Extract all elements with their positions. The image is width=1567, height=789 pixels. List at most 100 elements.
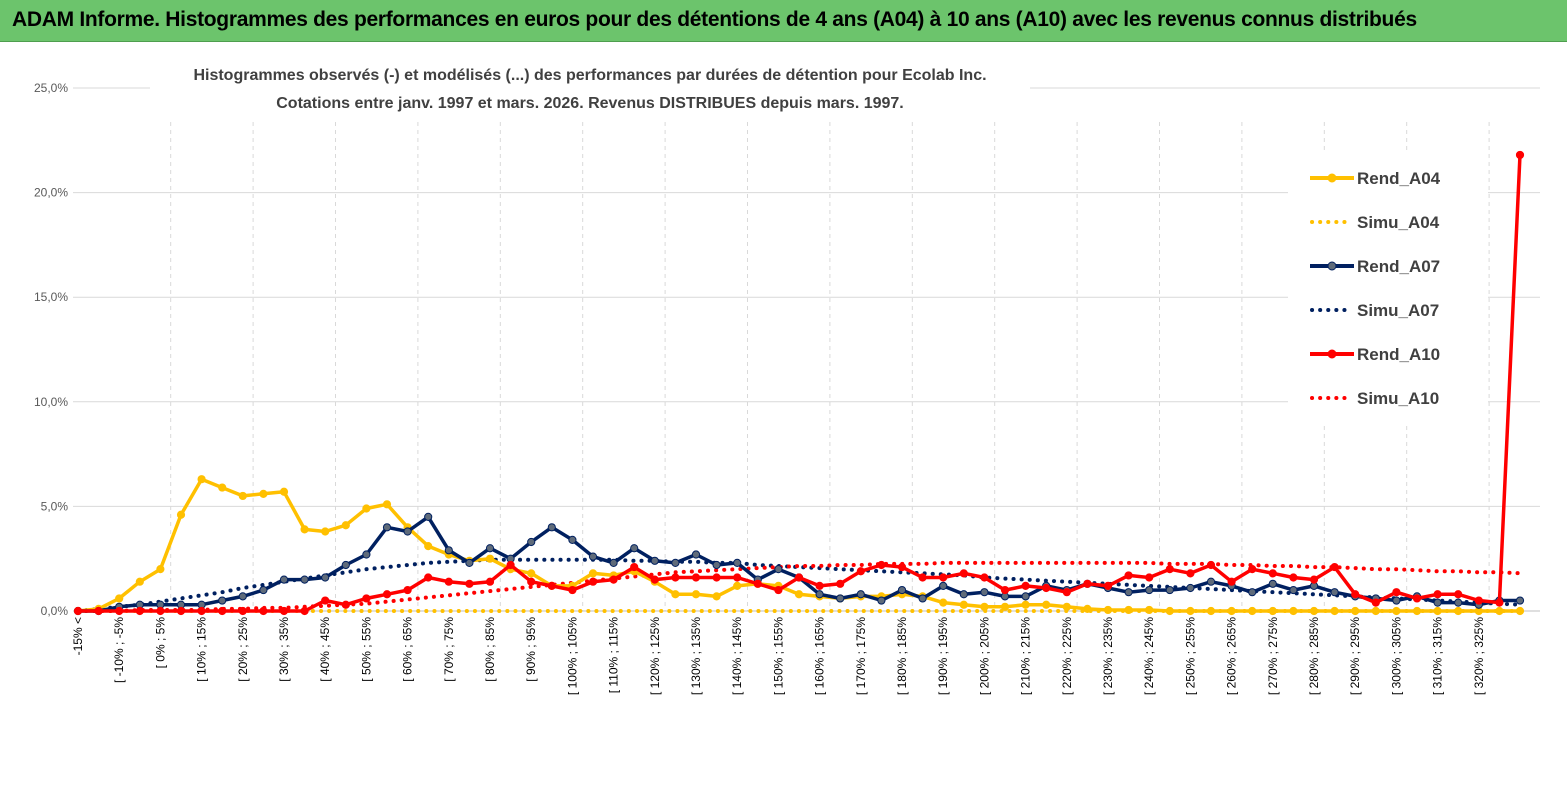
data-point [197,475,206,484]
legend-item: Rend_A10 [1310,345,1440,364]
data-point [609,558,618,567]
data-point [382,500,392,509]
data-point [1186,569,1195,578]
data-point [733,558,742,567]
data-point [279,575,289,584]
data-point [1083,604,1092,614]
data-point [1165,585,1174,595]
legend-item: Simu_A10 [1310,389,1439,408]
x-tick-label: [ 180% ; 185% [895,617,909,695]
data-point [115,594,124,603]
data-point [1124,571,1133,580]
data-point [671,573,680,582]
data-point [1268,579,1277,588]
data-point [1289,573,1298,582]
data-point [279,487,289,496]
data-point [1145,573,1154,582]
data-point [609,575,618,584]
data-point [259,585,268,595]
legend-label: Simu_A10 [1357,389,1439,408]
data-point [403,527,412,536]
data-point [1330,562,1339,572]
data-point [1021,600,1030,609]
x-tick-label: [ 170% ; 175% [854,617,868,695]
data-point [691,573,701,582]
x-tick-label: [ 190% ; 195% [936,617,950,695]
data-point [774,585,783,595]
data-point [1165,606,1174,616]
data-point [362,504,371,513]
data-point [259,489,268,498]
data-point [1248,588,1257,597]
data-point [1083,579,1092,588]
data-point [341,521,350,530]
data-point [918,594,927,603]
data-point [1145,605,1154,615]
x-tick-label: [ 70% ; 75% [442,617,456,682]
data-point [424,512,433,521]
data-point [1042,583,1051,593]
data-point [321,527,330,536]
data-point [527,537,536,547]
data-point [712,592,721,601]
data-point [959,600,968,609]
data-point [1454,598,1463,607]
x-tick-label: [ 90% ; 95% [524,617,538,682]
data-point [444,546,453,555]
data-point [218,606,227,616]
data-point [1515,606,1525,616]
data-point [485,577,495,586]
x-tick-label: [ 240% ; 245% [1142,617,1156,695]
data-point [1412,606,1422,616]
report-banner: ADAM Informe. Histogrammes des performan… [0,0,1567,42]
data-point [527,577,536,586]
data-point [485,544,495,553]
data-point [1248,565,1257,574]
data-point [135,606,144,616]
data-point [712,573,721,582]
x-tick-label: [ 120% ; 125% [648,617,662,695]
x-tick-label: [ 80% ; 85% [483,617,497,682]
data-point [1351,606,1360,616]
legend-label: Simu_A04 [1357,213,1440,232]
legend-box [1288,154,1488,422]
data-point [733,581,742,590]
data-point [94,606,103,616]
data-point [1000,585,1010,595]
data-point [877,560,886,570]
data-point [568,585,577,595]
data-point [485,554,495,563]
y-tick-label: 5,0% [41,499,69,513]
data-point [1474,596,1483,605]
data-point [1330,606,1339,616]
data-point [753,579,762,588]
data-point [1021,592,1030,601]
data-point [527,569,536,578]
x-tick-label: [ 50% ; 55% [359,617,373,682]
data-point [1062,588,1071,597]
data-point [1495,598,1504,607]
data-point [1165,565,1174,574]
data-point [959,590,968,599]
data-point [1289,606,1298,616]
data-point [588,552,598,561]
data-point [939,581,948,590]
data-point [980,602,989,611]
data-point [774,565,783,574]
data-point [1206,577,1216,586]
data-point [176,510,186,519]
data-point [1392,596,1401,605]
data-point [382,523,392,532]
data-point [1021,581,1030,590]
data-point [1227,606,1236,616]
data-point [1206,606,1216,616]
chart-title: Histogrammes observés (-) et modélisés (… [193,67,986,84]
data-point [671,590,680,599]
data-point [218,596,227,605]
x-tick-label: [ 100% ; 105% [565,617,579,695]
data-point [897,585,907,595]
data-point [691,550,701,559]
series-layer [73,150,1525,616]
data-point [321,573,330,582]
data-point [939,598,948,607]
